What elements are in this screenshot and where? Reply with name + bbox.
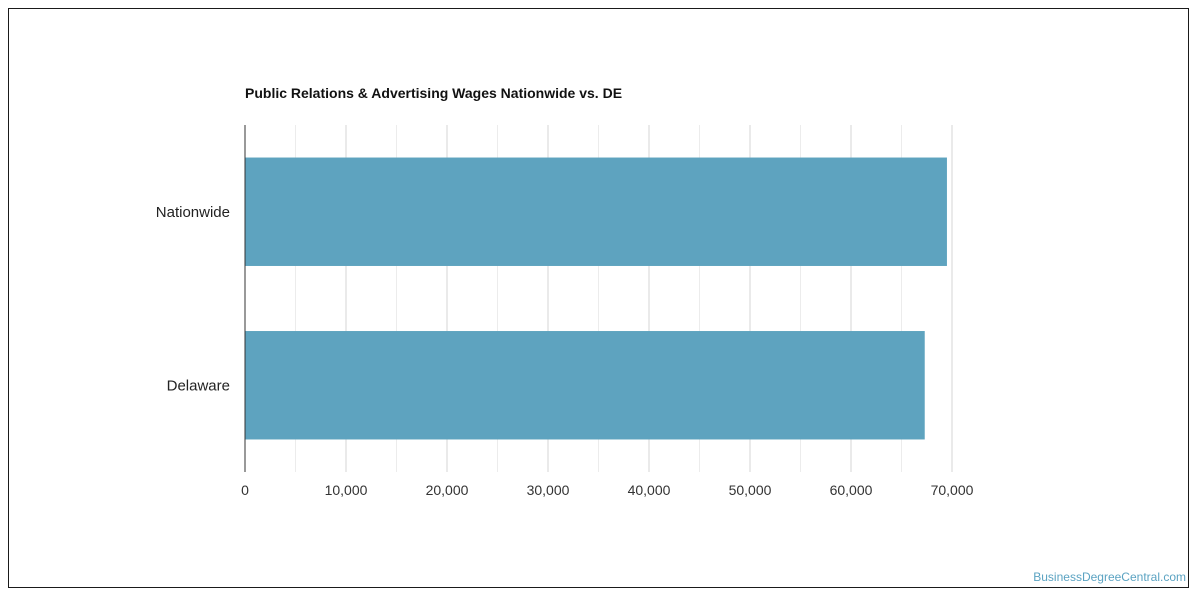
bar-nationwide: [245, 157, 947, 266]
x-tick-label: 0: [241, 482, 249, 498]
bars: [245, 157, 947, 440]
bar-delaware: [245, 331, 925, 440]
x-tick-label: 50,000: [729, 482, 772, 498]
x-tick-label: 10,000: [325, 482, 368, 498]
x-tick-label: 40,000: [628, 482, 671, 498]
x-tick-label: 30,000: [527, 482, 570, 498]
chart-title: Public Relations & Advertising Wages Nat…: [245, 85, 623, 101]
watermark: BusinessDegreeCentral.com: [1033, 570, 1186, 584]
category-label: Nationwide: [156, 204, 230, 221]
labels: 0 10,000 20,000 30,000 40,000 50,000 60,000 70,…: [156, 204, 974, 498]
x-tick-label: 70,000: [931, 482, 974, 498]
x-tick-label: 20,000: [426, 482, 469, 498]
category-label: Delaware: [167, 377, 230, 394]
x-tick-label: 60,000: [830, 482, 873, 498]
